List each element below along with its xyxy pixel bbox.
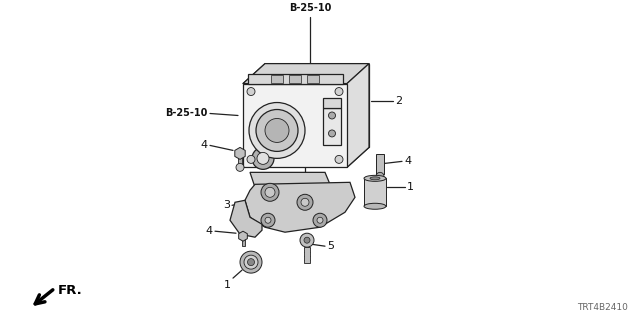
Ellipse shape: [364, 175, 386, 181]
Text: B-25-10: B-25-10: [289, 3, 331, 13]
Circle shape: [313, 213, 327, 227]
Text: B-25-10: B-25-10: [166, 108, 208, 118]
Ellipse shape: [370, 177, 380, 180]
Text: 5: 5: [327, 241, 334, 251]
Text: 4: 4: [206, 226, 213, 236]
Polygon shape: [265, 64, 369, 148]
Polygon shape: [347, 64, 369, 167]
Circle shape: [300, 233, 314, 247]
Circle shape: [244, 255, 258, 269]
Bar: [238, 153, 242, 167]
Circle shape: [265, 118, 289, 142]
Circle shape: [297, 194, 313, 210]
Circle shape: [261, 213, 275, 227]
Circle shape: [249, 102, 305, 158]
Circle shape: [328, 130, 335, 137]
Polygon shape: [235, 148, 245, 159]
Circle shape: [317, 217, 323, 223]
Text: 4: 4: [404, 156, 411, 166]
Circle shape: [304, 237, 310, 243]
Circle shape: [265, 217, 271, 223]
Text: 3: 3: [223, 200, 230, 210]
Bar: [248, 74, 343, 84]
Bar: [271, 75, 283, 83]
Bar: [376, 154, 384, 174]
Bar: [304, 247, 310, 263]
Bar: [364, 178, 386, 206]
Text: 4: 4: [201, 140, 208, 150]
Polygon shape: [243, 84, 347, 167]
Circle shape: [236, 164, 244, 171]
Polygon shape: [245, 182, 355, 232]
Circle shape: [252, 148, 274, 169]
Text: 1: 1: [321, 175, 328, 185]
Polygon shape: [243, 64, 369, 84]
Text: 1: 1: [407, 182, 414, 192]
Ellipse shape: [364, 203, 386, 209]
Text: 2: 2: [395, 96, 402, 106]
Bar: [323, 98, 341, 108]
Circle shape: [248, 259, 255, 266]
Polygon shape: [230, 200, 262, 237]
Circle shape: [335, 88, 343, 96]
Bar: [307, 75, 319, 83]
Circle shape: [328, 112, 335, 119]
Circle shape: [256, 109, 298, 151]
Circle shape: [247, 156, 255, 164]
Circle shape: [257, 152, 269, 164]
Bar: [241, 236, 244, 246]
Polygon shape: [250, 172, 330, 187]
Text: 1: 1: [224, 280, 231, 290]
Circle shape: [335, 156, 343, 164]
Circle shape: [247, 88, 255, 96]
Polygon shape: [239, 231, 247, 241]
Circle shape: [240, 251, 262, 273]
Circle shape: [301, 198, 309, 206]
Circle shape: [376, 172, 384, 180]
Circle shape: [265, 187, 275, 197]
Text: TRT4B2410: TRT4B2410: [577, 303, 628, 312]
Circle shape: [261, 183, 279, 201]
Text: FR.: FR.: [58, 284, 83, 297]
Bar: [289, 75, 301, 83]
Bar: [323, 108, 341, 145]
